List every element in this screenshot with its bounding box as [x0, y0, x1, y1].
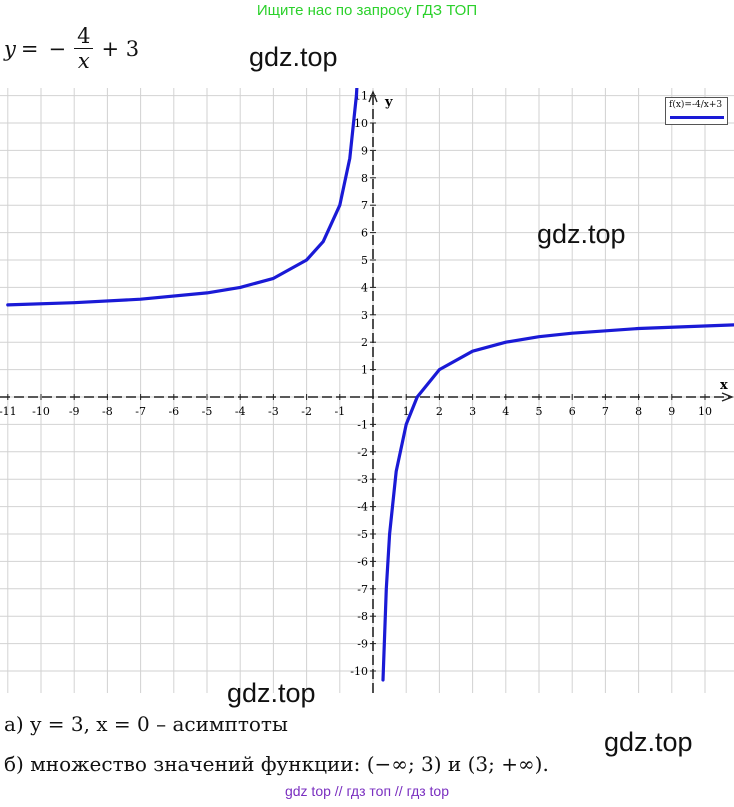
x-tick-label: 4 — [502, 405, 509, 418]
y-tick-label: -1 — [357, 418, 368, 431]
x-tick-label: 9 — [668, 405, 675, 418]
x-tick-label: -2 — [301, 405, 312, 418]
watermark: gdz.top — [604, 727, 693, 757]
y-axis-label: y — [384, 95, 393, 110]
function-formula: y = − 4 x + 3 — [4, 24, 144, 73]
chart-legend: f(x)=-4/x+3 — [665, 97, 728, 125]
y-tick-label: 1 — [361, 364, 368, 377]
formula-fraction: 4 x — [74, 24, 94, 73]
y-tick-label: -3 — [357, 473, 368, 486]
x-tick-label: -3 — [268, 405, 279, 418]
x-tick-label: -5 — [202, 405, 213, 418]
curve-branch — [381, 323, 734, 682]
function-graph: xy-11 -10 -9 -8 -7 -6 -5 -4 -3 -2 -1 1 2 3 4 5 6 7 8 9 10-10… — [0, 88, 734, 693]
x-axis-arrow — [721, 392, 734, 402]
x-tick-label: 10 — [698, 405, 712, 418]
x-tick-label: -8 — [102, 405, 113, 418]
formula-plus-term: + 3 — [101, 36, 140, 61]
formula-numerator: 4 — [74, 24, 94, 49]
y-tick-label: 6 — [361, 227, 368, 240]
y-tick-label: 4 — [361, 281, 368, 294]
x-axis-label: x — [720, 378, 728, 393]
watermark: gdz.top — [227, 678, 316, 708]
watermark: gdz.top — [249, 42, 338, 72]
x-tick-label: -7 — [135, 405, 146, 418]
y-tick-label: 10 — [354, 117, 368, 130]
y-tick-label: -5 — [357, 528, 368, 541]
answer-a: а) y = 3, x = 0 – асимптоты — [4, 712, 288, 736]
y-tick-label: 3 — [361, 309, 368, 322]
y-tick-label: -4 — [357, 501, 368, 514]
x-tick-label: -9 — [69, 405, 80, 418]
y-tick-label: 9 — [361, 144, 368, 157]
x-tick-label: 2 — [436, 405, 443, 418]
x-tick-label: 3 — [469, 405, 476, 418]
x-tick-label: 7 — [602, 405, 609, 418]
y-axis-arrow — [368, 90, 378, 103]
y-tick-label: -10 — [350, 665, 368, 678]
y-tick-label: -2 — [357, 446, 368, 459]
x-tick-label: -11 — [0, 405, 17, 418]
y-tick-label: 2 — [361, 336, 368, 349]
curve-branch — [6, 88, 359, 307]
answer-b: б) множество значений функции: (−∞; 3) и… — [4, 752, 549, 776]
watermark: gdz.top — [537, 219, 626, 249]
formula-denominator: x — [77, 49, 90, 73]
x-tick-label: 6 — [569, 405, 576, 418]
x-tick-label: -6 — [168, 405, 179, 418]
legend-swatch — [670, 116, 724, 119]
x-tick-label: 8 — [635, 405, 642, 418]
y-tick-label: -7 — [357, 583, 368, 596]
legend-label: f(x)=-4/x+3 — [669, 100, 723, 110]
y-tick-label: 7 — [361, 199, 368, 212]
formula-equals: = — [20, 36, 39, 61]
x-tick-label: 1 — [403, 405, 410, 418]
x-tick-label: 5 — [536, 405, 543, 418]
y-tick-label: 8 — [361, 172, 368, 185]
y-tick-label: -8 — [357, 610, 368, 623]
footer-links: gdz top // гдз топ // гдз top — [284, 783, 450, 799]
x-tick-label: -4 — [235, 405, 246, 418]
x-tick-label: -10 — [32, 405, 50, 418]
top-banner: Ищите нас по запросу ГДЗ ТОП — [256, 2, 478, 19]
formula-lhs: y — [4, 36, 16, 61]
y-tick-label: -9 — [357, 638, 368, 651]
y-tick-label: -6 — [357, 555, 368, 568]
x-tick-label: -1 — [334, 405, 345, 418]
y-tick-label: 5 — [361, 254, 368, 267]
formula-minus: − — [48, 36, 67, 61]
